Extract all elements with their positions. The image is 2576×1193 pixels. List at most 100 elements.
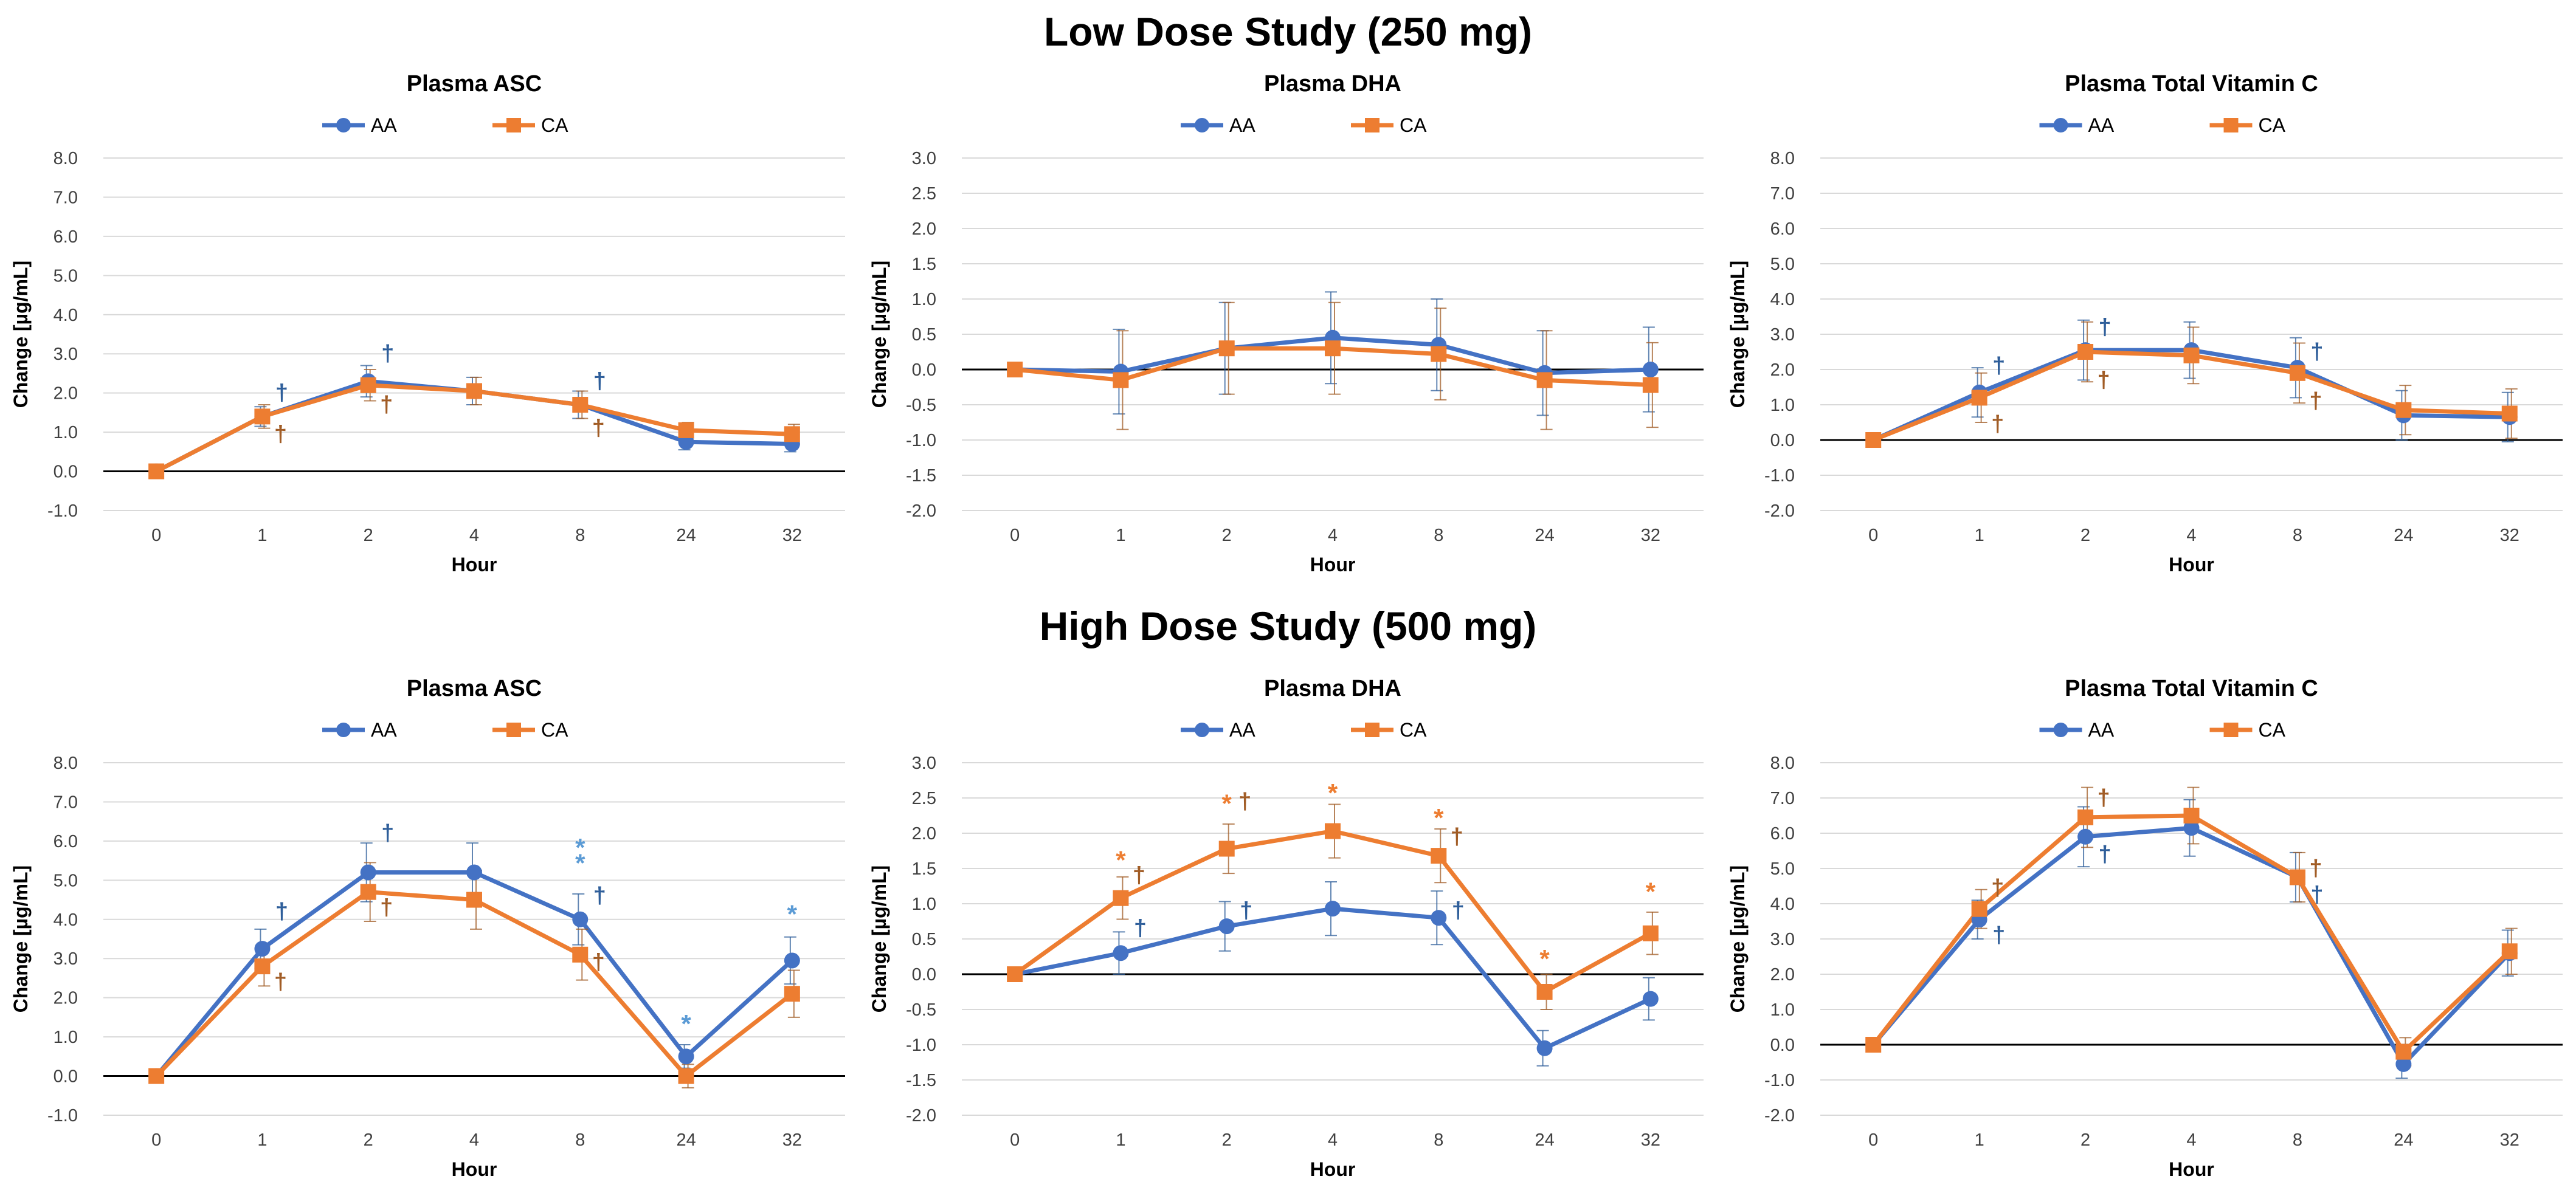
y-tick-label: 2.0 bbox=[912, 219, 936, 239]
y-tick-label: 7.0 bbox=[1770, 789, 1795, 808]
data-point-ca bbox=[2395, 402, 2412, 418]
y-tick-label: 0.0 bbox=[54, 462, 78, 482]
y-tick-label: 7.0 bbox=[54, 188, 78, 207]
data-point-ca bbox=[466, 383, 482, 399]
y-axis-label: Change [µg/mL] bbox=[1727, 865, 1749, 1013]
data-point-ca bbox=[1971, 390, 1987, 406]
x-tick-label: 2 bbox=[1222, 526, 1232, 545]
y-tick-label: -1.5 bbox=[906, 466, 936, 486]
significance-marker: * bbox=[575, 849, 585, 878]
significance-marker: † bbox=[1133, 863, 1145, 889]
data-point-ca bbox=[2183, 347, 2200, 363]
y-tick-label: 2.0 bbox=[1770, 965, 1795, 985]
data-point-aa bbox=[2183, 820, 2200, 836]
data-point-ca bbox=[678, 422, 694, 438]
y-tick-label: -1.0 bbox=[906, 1036, 936, 1055]
y-tick-label: -1.5 bbox=[906, 1071, 936, 1090]
data-point-aa bbox=[1642, 362, 1659, 377]
chart-title: Plasma Total Vitamin C bbox=[2065, 676, 2318, 701]
data-point-ca bbox=[784, 986, 800, 1002]
x-tick-label: 4 bbox=[1328, 1130, 1338, 1150]
y-tick-label: -0.5 bbox=[906, 396, 936, 415]
data-point-aa bbox=[1536, 1040, 1553, 1056]
x-tick-label: 8 bbox=[2293, 1130, 2302, 1150]
x-tick-label: 4 bbox=[2186, 526, 2196, 545]
chart-low-plasma-dha: Plasma DHA AA CA -2.0 -1.5 -1.0 -0.5 0.0 0.5 1.0 1… bbox=[868, 71, 1704, 576]
x-tick-label: 4 bbox=[469, 1130, 479, 1150]
data-point-ca bbox=[1113, 372, 1129, 388]
x-axis-label: Hour bbox=[2169, 554, 2214, 576]
y-tick-label: 4.0 bbox=[1770, 895, 1795, 914]
legend-label-aa: AA bbox=[371, 719, 397, 741]
x-tick-label: 1 bbox=[1116, 1130, 1125, 1150]
y-tick-label: 0.0 bbox=[54, 1067, 78, 1087]
x-tick-label: 24 bbox=[2394, 526, 2413, 545]
data-point-ca bbox=[1536, 372, 1553, 388]
x-tick-label: 24 bbox=[676, 526, 696, 545]
x-tick-label: 2 bbox=[364, 526, 373, 545]
data-point-aa bbox=[1325, 901, 1341, 917]
chart-title: Plasma Total Vitamin C bbox=[2065, 71, 2318, 97]
x-tick-label: 2 bbox=[2080, 1130, 2090, 1150]
x-tick-label: 8 bbox=[1434, 1130, 1443, 1150]
significance-marker: † bbox=[2310, 339, 2323, 365]
significance-marker: † bbox=[275, 380, 288, 406]
x-tick-label: 24 bbox=[2394, 1130, 2413, 1150]
y-tick-label: 6.0 bbox=[1770, 219, 1795, 239]
legend-marker-aa bbox=[336, 118, 351, 132]
data-point-aa bbox=[360, 864, 376, 881]
data-point-ca bbox=[572, 946, 589, 963]
data-point-aa bbox=[466, 864, 482, 881]
y-tick-label: 6.0 bbox=[1770, 824, 1795, 844]
data-point-ca bbox=[1218, 841, 1235, 857]
y-tick-label: 0.0 bbox=[1770, 1036, 1795, 1055]
y-tick-label: 2.5 bbox=[912, 184, 936, 204]
y-tick-label: 0.5 bbox=[912, 930, 936, 949]
x-tick-label: 2 bbox=[2080, 526, 2090, 545]
high-dose-study-title: High Dose Study (500 mg) bbox=[1039, 603, 1537, 648]
data-point-ca bbox=[254, 408, 271, 425]
x-tick-label: 32 bbox=[2500, 1130, 2519, 1150]
y-tick-label: 0.0 bbox=[1770, 431, 1795, 450]
data-point-ca bbox=[148, 463, 165, 480]
legend-label-aa: AA bbox=[2088, 114, 2115, 136]
legend-label-ca: CA bbox=[1400, 114, 1427, 136]
chart-title: Plasma DHA bbox=[1264, 676, 1401, 701]
legend-marker-aa bbox=[336, 723, 351, 737]
x-tick-label: 32 bbox=[1641, 526, 1660, 545]
x-tick-label: 0 bbox=[1868, 526, 1878, 545]
significance-marker: † bbox=[2309, 388, 2322, 414]
x-tick-label: 32 bbox=[782, 526, 802, 545]
significance-marker: * bbox=[1222, 789, 1232, 818]
chart-high-plasma-dha: Plasma DHA AA CA -2.0 -1.5 -1.0 -0.5 0.0 0.5 1.0 1… bbox=[868, 676, 1704, 1180]
chart-high-plasma-asc: Plasma ASC AA CA -1.0 0.0 1.0 2.0 3.0 4.0 5.0 6.0 7… bbox=[10, 676, 845, 1180]
legend-marker-aa bbox=[2053, 118, 2068, 132]
x-tick-label: 32 bbox=[2500, 526, 2519, 545]
y-tick-label: -1.0 bbox=[906, 431, 936, 450]
y-tick-label: 1.0 bbox=[1770, 1000, 1795, 1020]
data-point-ca bbox=[2501, 405, 2518, 422]
data-point-ca bbox=[148, 1068, 165, 1084]
x-tick-label: 4 bbox=[1328, 526, 1338, 545]
x-tick-label: 0 bbox=[151, 526, 161, 545]
significance-marker: † bbox=[1991, 411, 2004, 437]
y-tick-label: 4.0 bbox=[54, 306, 78, 325]
y-tick-label: 2.0 bbox=[912, 824, 936, 844]
x-tick-label: 8 bbox=[575, 526, 585, 545]
y-tick-label: 3.0 bbox=[54, 345, 78, 364]
chart-title: Plasma ASC bbox=[407, 676, 542, 701]
x-axis-label: Hour bbox=[1310, 1158, 1356, 1180]
y-axis-label: Change [µg/mL] bbox=[1727, 261, 1749, 408]
data-point-aa bbox=[572, 911, 589, 927]
data-point-aa bbox=[784, 952, 800, 969]
y-tick-label: 4.0 bbox=[1770, 290, 1795, 309]
data-point-ca bbox=[254, 958, 271, 975]
x-tick-label: 1 bbox=[1975, 1130, 1984, 1150]
y-tick-label: 8.0 bbox=[54, 149, 78, 168]
y-tick-label: 5.0 bbox=[54, 871, 78, 890]
significance-marker: * bbox=[1328, 779, 1338, 807]
data-point-ca bbox=[1325, 823, 1341, 839]
y-axis-label: Change [µg/mL] bbox=[10, 261, 32, 408]
significance-marker: * bbox=[1116, 845, 1126, 874]
significance-marker: * bbox=[1646, 878, 1656, 906]
